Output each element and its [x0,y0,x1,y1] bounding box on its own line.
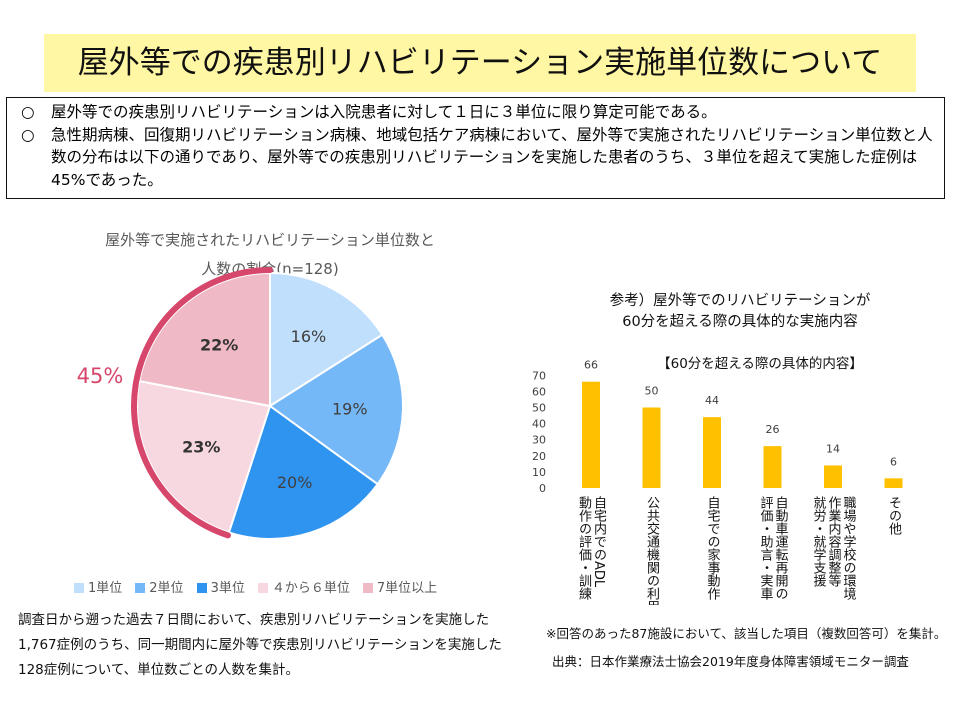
page-title: 屋外等での疾患別リハビリテーション実施単位数について [77,45,883,81]
x-category-label: 自動車運転再開の [773,496,789,600]
pie-footnote: 調査日から遡った過去７日間において、疾患別リハビリテーションを実施した1,767… [18,612,502,678]
x-category-label: 自宅内でのADL [591,496,607,588]
x-category-label: 自宅での家事動作 [705,496,721,600]
bar-value-label: 26 [766,423,780,436]
bar [703,417,721,488]
note-text: 屋外等での疾患別リハビリテーションは入院患者に対して１日に３単位に限り算定可能で… [51,103,717,121]
y-tick-label: 40 [532,418,546,431]
x-category-label: 作業内容調整等 [826,496,842,587]
pie-slice [138,271,271,408]
pie-slice [227,404,379,540]
pie-slice [269,271,384,408]
pie-slice [268,333,404,486]
reference-title-line1: 参考）屋外等でのリハビリテーションが [609,293,871,309]
reference-title-line2: 60分を超える際の具体的な実施内容 [622,314,858,330]
x-category-label: その他 [886,496,902,536]
slice-value-label: 20% [277,473,313,492]
note-item: ○ 屋外等での疾患別リハビリテーションは入院患者に対して１日に３単位に限り算定可… [15,101,936,124]
legend-swatch [135,583,146,593]
y-tick-label: 30 [532,434,546,447]
legend-item: ４から６単位 [257,577,350,596]
bar-value-label: 6 [890,455,897,468]
slice-value-label: 19% [332,400,368,419]
legend-label: 1単位 [88,581,123,596]
x-category-label: 就労・就学支援 [811,496,827,587]
legend-swatch [257,583,268,593]
legend-item: 2単位 [135,577,184,596]
title-banner: 屋外等での疾患別リハビリテーション実施単位数について [44,34,916,92]
bar-value-label: 14 [826,442,840,455]
bar [824,465,842,488]
bar [582,381,600,488]
bar-value-label: 50 [645,385,659,398]
slice-value-label: 16% [291,327,327,346]
legend-item: 7単位以上 [362,577,438,596]
slice-value-label: 23% [182,438,220,457]
note-text: 急性期病棟、回復期リハビリテーション病棟、地域包括ケア病棟において、屋外等で実施… [51,125,933,189]
bar-footnote: ※回答のあった87施設において、該当した項目（複数回答可）を集計。 [546,626,947,641]
summary-notes: ○ 屋外等での疾患別リハビリテーションは入院患者に対して１日に３単位に限り算定可… [6,97,945,199]
legend-label: ４から６単位 [271,581,350,596]
slice-value-label: 22% [200,336,238,355]
x-category-label: 動作の評価・訓練 [576,496,592,600]
legend-swatch [196,583,207,593]
circle-bullet-icon: ○ [21,125,35,144]
bar [763,446,782,488]
y-tick-label: 50 [532,402,546,415]
legend-label: 3単位 [210,581,245,596]
legend-label: 2単位 [149,581,184,596]
y-tick-label: 10 [532,466,546,479]
legend-item: 3単位 [196,577,245,596]
bar [884,478,903,488]
y-tick-label: 70 [532,369,546,382]
legend-item: 1単位 [74,577,122,596]
pie-slice [136,379,272,534]
bar-value-label: 44 [705,394,719,407]
legend-swatch [362,583,373,593]
legend-label: 7単位以上 [376,581,438,596]
y-tick-label: 60 [532,385,546,398]
bar [642,407,661,488]
pie-title-line1: 屋外等で実施されたリハビリテーション単位数と [105,231,435,249]
source-note: 出典：日本作業療法士協会2019年度身体障害領域モニター調査 [552,654,909,669]
x-category-label: 職場や学校の環境・ [841,496,857,605]
pie-chart: 16% 19% 20% 23% 22% 45% [77,267,404,540]
legend-swatch [74,583,84,593]
y-tick-label: 20 [532,450,546,463]
highlight-arc [131,267,273,539]
bar-chart-subtitle: 【60分を超える際の具体的内容】 [657,356,863,372]
x-category-label: 評価・助言・実車 [758,496,774,600]
note-item: ○ 急性期病棟、回復期リハビリテーション病棟、地域包括ケア病棟において、屋外等で… [15,124,936,192]
x-category-label: 公共交通機関の利用 [644,496,660,605]
highlight-percentage: 45% [77,364,124,388]
y-tick-label: 0 [539,482,546,495]
pie-legend: 1単位 2単位 3単位 ４から６単位 7単位以上 [74,577,494,596]
circle-bullet-icon: ○ [21,103,35,121]
bar-value-label: 66 [584,359,598,372]
